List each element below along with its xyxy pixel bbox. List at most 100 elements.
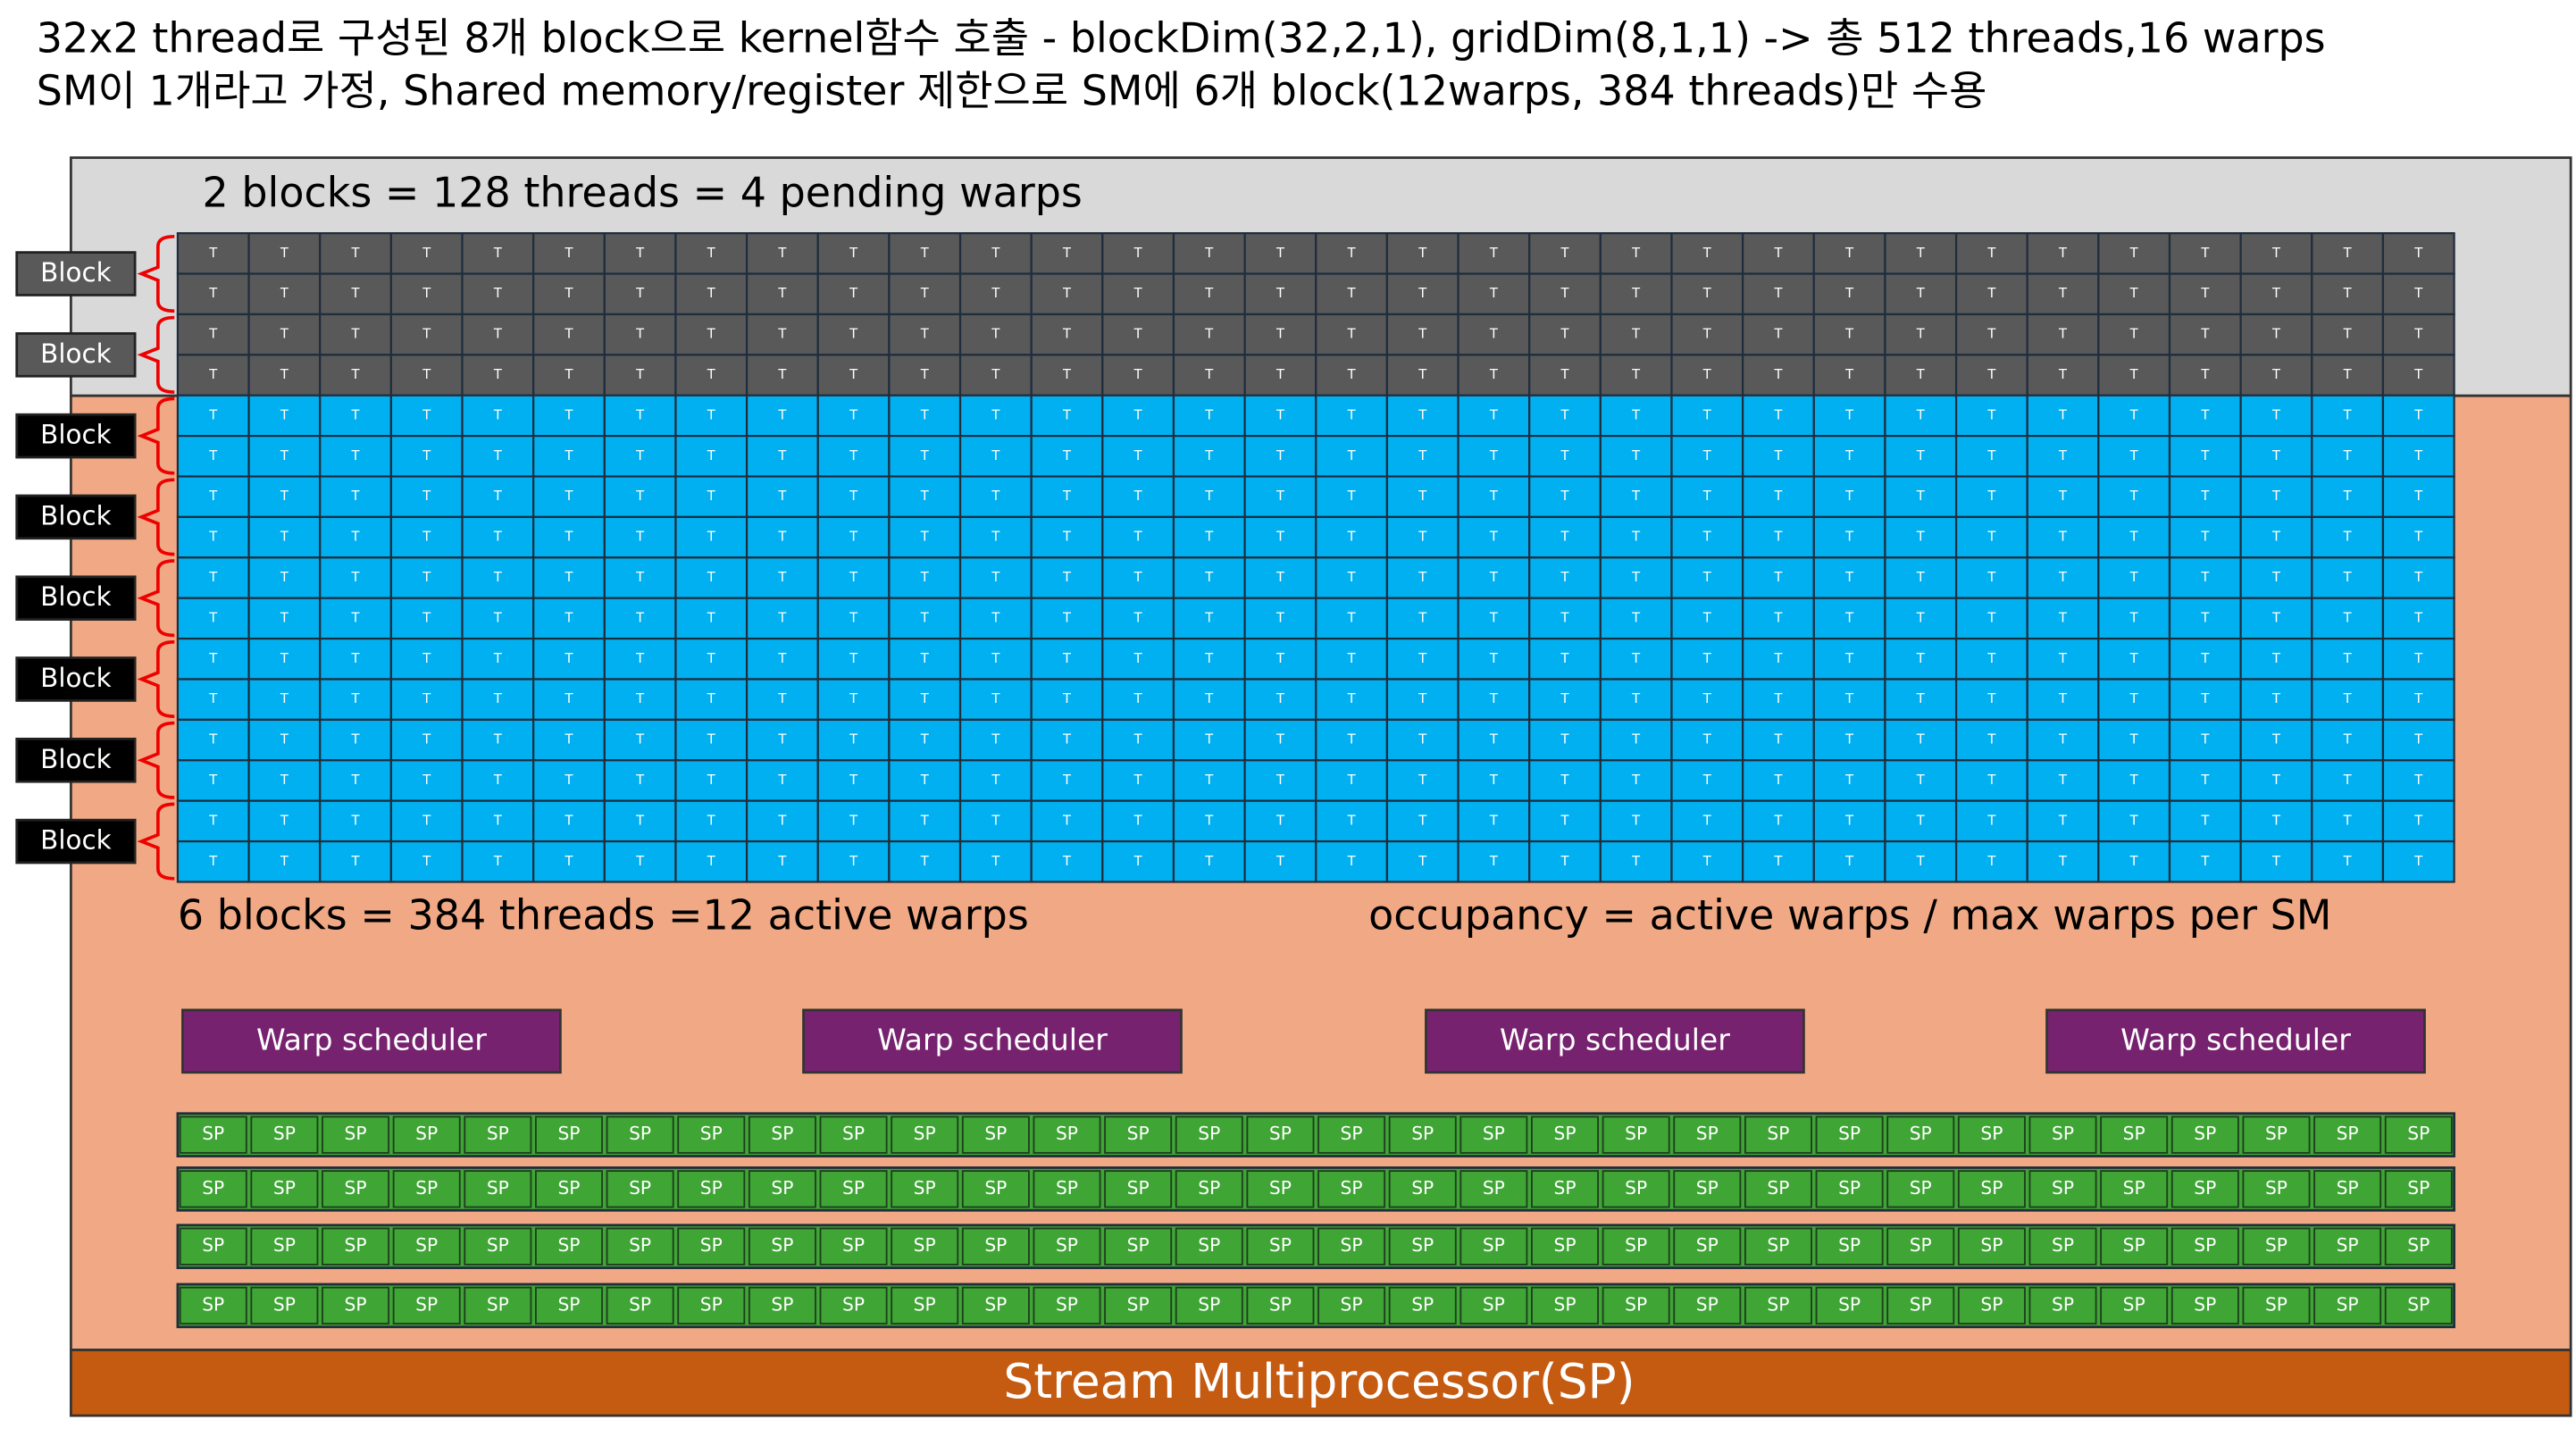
sp-label: SP — [1341, 1177, 1363, 1199]
thread-label: T — [849, 732, 858, 748]
thread-label: T — [564, 367, 573, 382]
thread-label: T — [564, 651, 573, 666]
sp-label: SP — [1910, 1123, 1932, 1144]
sp-label: SP — [1127, 1234, 1150, 1256]
sp-label: SP — [2194, 1293, 2216, 1315]
thread-label: T — [1986, 367, 1996, 382]
thread-label: T — [1275, 327, 1285, 342]
thread-cell — [389, 272, 464, 316]
thread-label: T — [1347, 327, 1357, 342]
thread-label: T — [777, 773, 787, 788]
sp-label: SP — [1411, 1234, 1434, 1256]
sp-cell — [1673, 1115, 1742, 1154]
thread-label: T — [1204, 691, 1214, 706]
sp-label: SP — [1056, 1293, 1078, 1315]
thread-cell — [2381, 840, 2455, 883]
thread-cell — [816, 434, 891, 478]
thread-label: T — [991, 570, 1000, 585]
thread-cell — [1457, 718, 1531, 762]
thread-cell — [532, 232, 606, 275]
thread-cell — [2239, 840, 2313, 883]
block-bracket — [137, 397, 175, 475]
thread-label: T — [1489, 854, 1499, 869]
sp-label: SP — [1625, 1123, 1647, 1144]
thread-label: T — [1702, 367, 1712, 382]
thread-label: T — [1418, 489, 1427, 504]
thread-label: T — [707, 489, 716, 504]
sp-cell — [1459, 1115, 1528, 1154]
sp-cell — [1388, 1115, 1457, 1154]
sp-cell — [2242, 1170, 2311, 1208]
thread-label: T — [2200, 691, 2210, 706]
thread-cell — [1172, 272, 1246, 316]
sp-label: SP — [771, 1234, 793, 1256]
thread-label: T — [1986, 407, 1996, 422]
sp-cell — [961, 1286, 1030, 1325]
thread-label: T — [1133, 570, 1143, 585]
thread-cell — [603, 597, 677, 640]
sp-label: SP — [2407, 1293, 2430, 1315]
sp-label: SP — [202, 1123, 224, 1144]
thread-label: T — [1062, 246, 1072, 261]
thread-label: T — [564, 286, 573, 301]
thread-label: T — [991, 773, 1000, 788]
thread-label: T — [1916, 732, 1926, 748]
thread-label: T — [1133, 448, 1143, 464]
thread-label: T — [2413, 651, 2423, 666]
thread-cell — [1528, 556, 1602, 599]
thread-cell — [2168, 678, 2242, 721]
sp-label: SP — [1838, 1123, 1861, 1144]
thread-cell — [1742, 475, 1815, 518]
thread-label: T — [2343, 773, 2353, 788]
thread-label: T — [280, 610, 289, 625]
thread-cell — [319, 394, 392, 438]
thread-label: T — [1489, 286, 1499, 301]
thread-label: T — [2271, 651, 2281, 666]
thread-cell — [1954, 718, 2028, 762]
block-label: Block — [40, 663, 112, 693]
sp-label: SP — [1127, 1123, 1150, 1144]
thread-label: T — [1986, 246, 1996, 261]
sp-cell — [1175, 1115, 1243, 1154]
sp-cell — [1317, 1170, 1386, 1208]
thread-cell — [1599, 799, 1673, 843]
sp-cell — [250, 1227, 319, 1266]
thread-label: T — [2058, 407, 2068, 422]
thread-cell — [2381, 354, 2455, 397]
thread-label: T — [2200, 651, 2210, 666]
thread-cell — [247, 799, 322, 843]
thread-cell — [958, 232, 1033, 275]
sp-label: SP — [2265, 1234, 2287, 1256]
thread-label: T — [1916, 854, 1926, 869]
thread-cell — [1101, 515, 1175, 559]
thread-cell — [2097, 840, 2171, 883]
thread-label: T — [2129, 448, 2139, 464]
sp-label: SP — [914, 1123, 936, 1144]
thread-label: T — [1133, 407, 1143, 422]
sp-label: SP — [345, 1234, 367, 1256]
thread-label: T — [1986, 691, 1996, 706]
thread-label: T — [1631, 367, 1641, 382]
sp-cell — [1317, 1227, 1386, 1266]
block-box — [15, 251, 137, 297]
thread-label: T — [422, 407, 431, 422]
thread-cell — [319, 637, 392, 681]
thread-cell — [319, 272, 392, 316]
thread-label: T — [564, 610, 573, 625]
thread-label: T — [2200, 530, 2210, 545]
thread-label: T — [2058, 530, 2068, 545]
thread-label: T — [920, 773, 930, 788]
sp-label: SP — [2337, 1234, 2359, 1256]
thread-label: T — [493, 286, 503, 301]
thread-label: T — [1560, 570, 1570, 585]
thread-label: T — [2343, 367, 2353, 382]
thread-cell — [816, 840, 891, 883]
sp-label: SP — [1341, 1234, 1363, 1256]
thread-label: T — [2271, 448, 2281, 464]
thread-label: T — [351, 407, 361, 422]
thread-cell — [745, 718, 819, 762]
sp-cell — [891, 1170, 959, 1208]
thread-cell — [2381, 515, 2455, 559]
sp-label: SP — [415, 1293, 438, 1315]
thread-label: T — [1133, 813, 1143, 828]
